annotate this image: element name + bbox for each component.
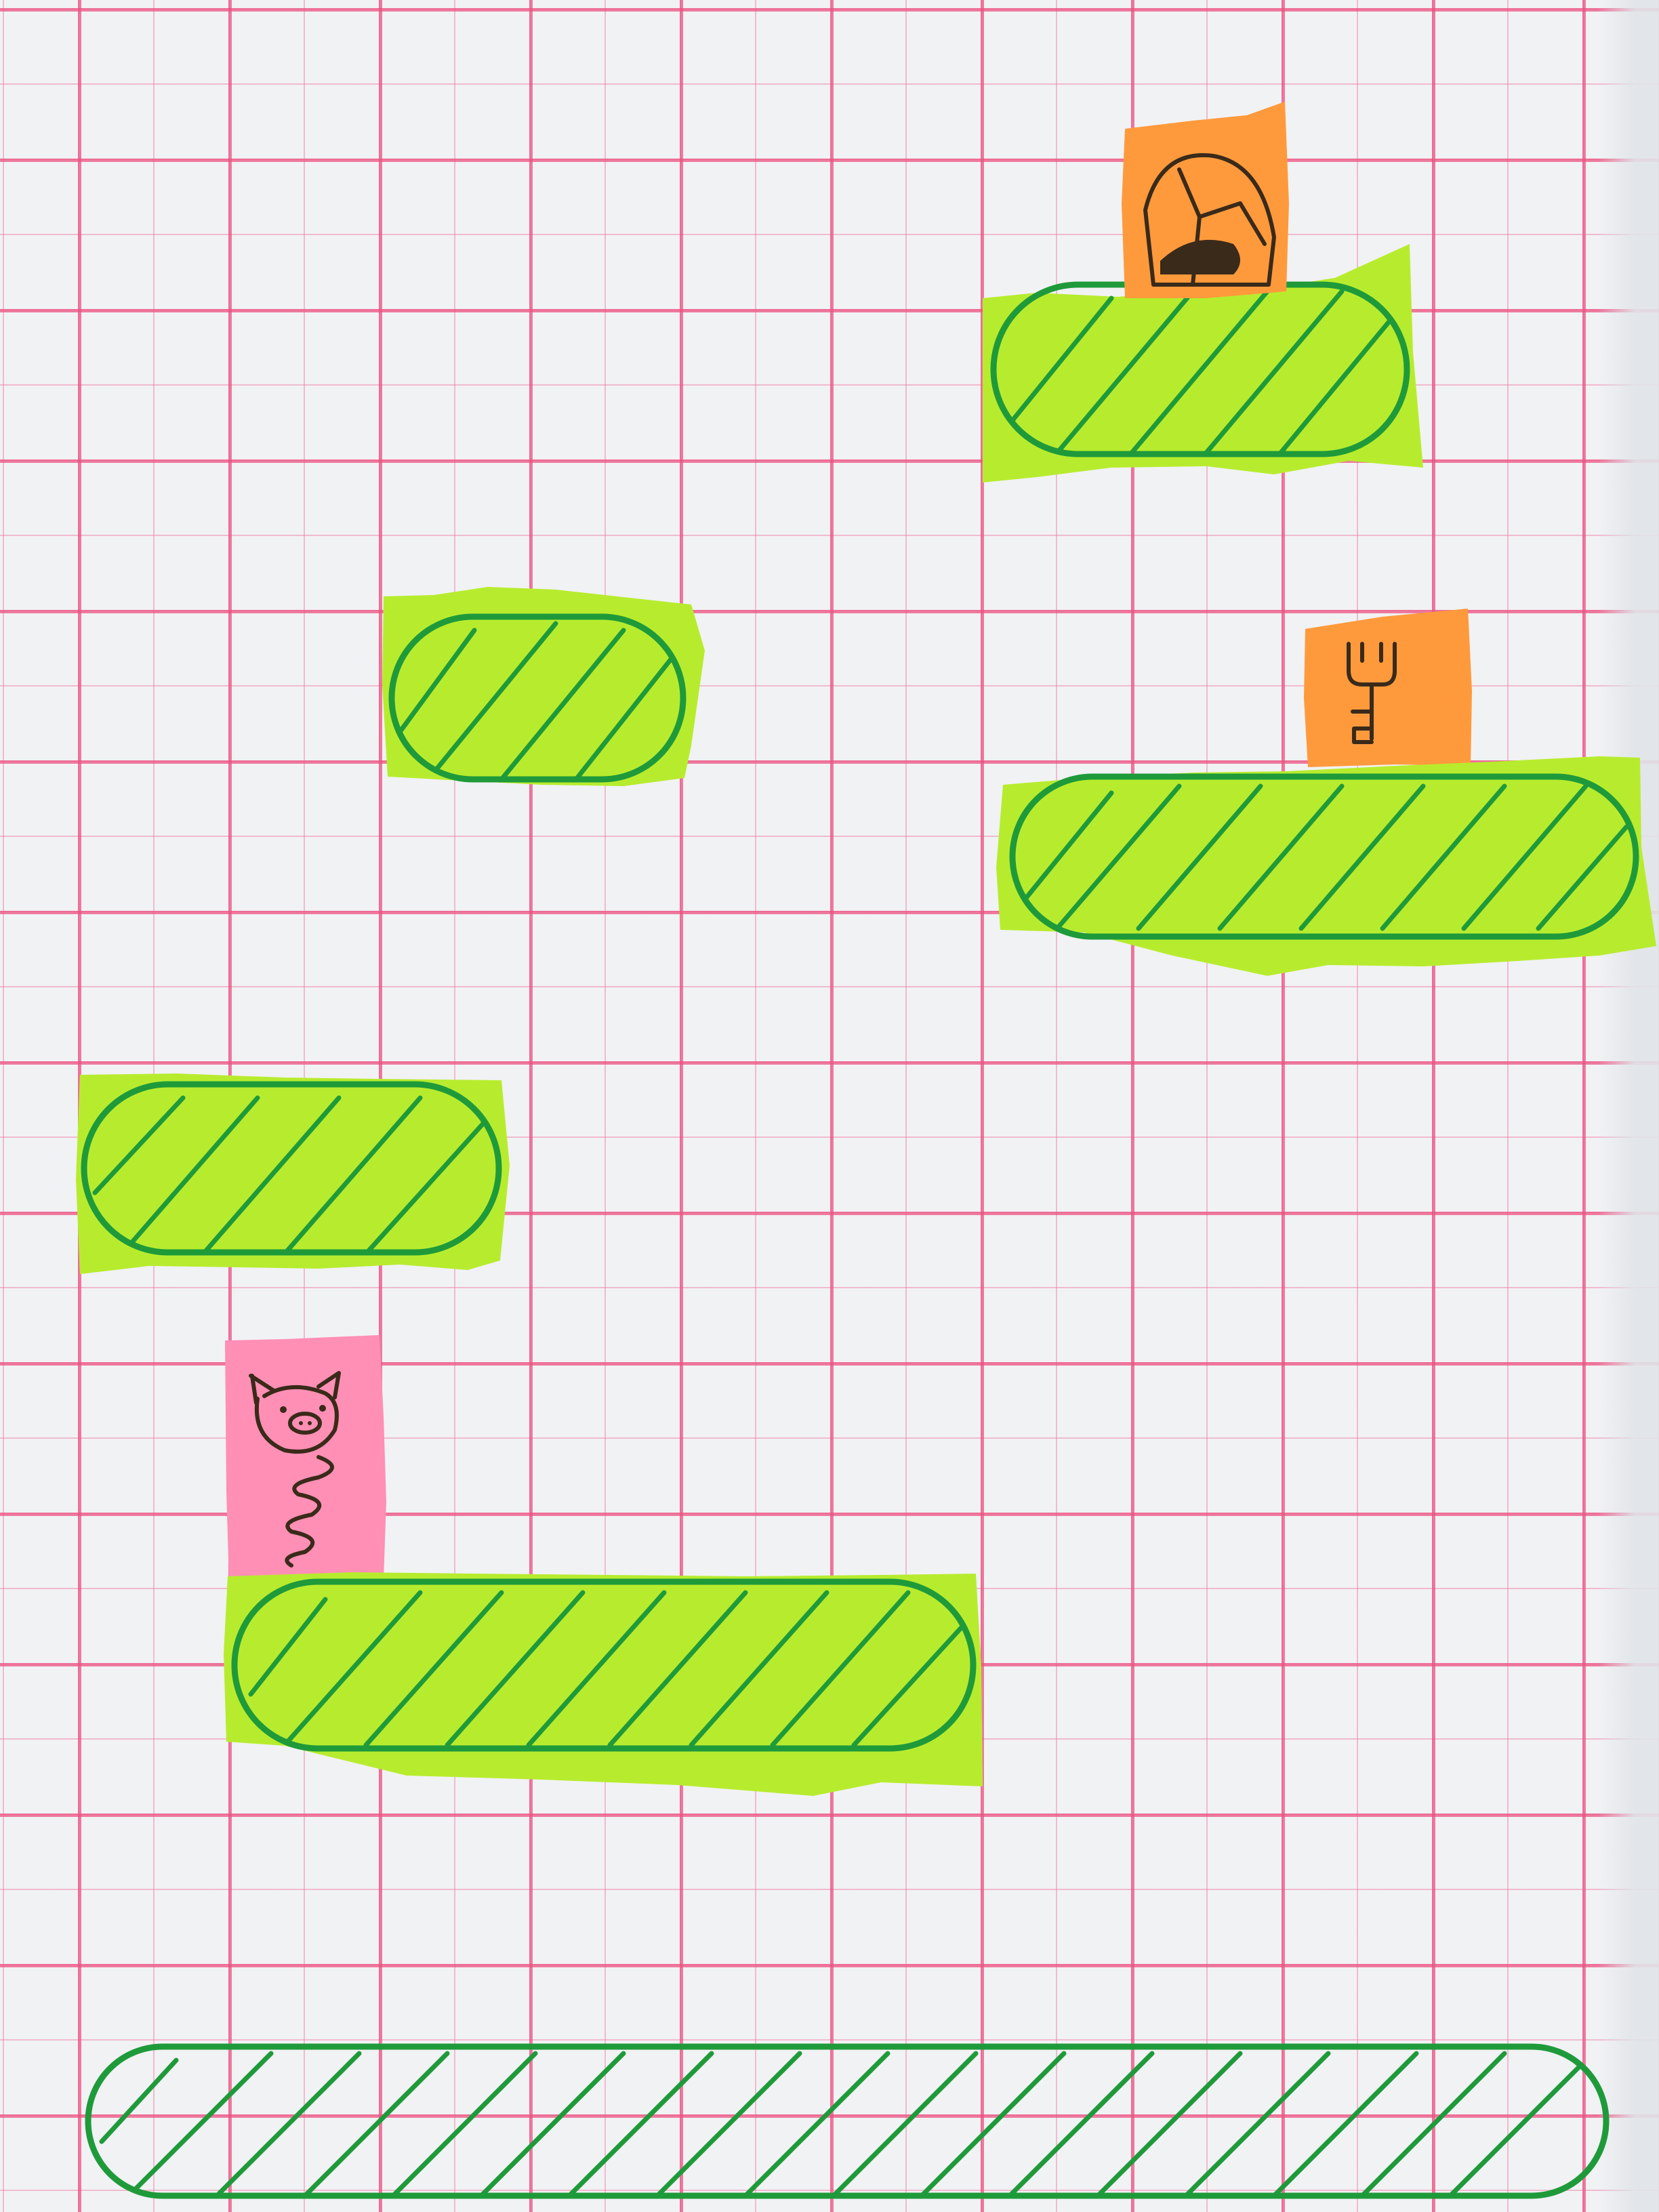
top-right-platform [983, 244, 1423, 483]
lower-platform [224, 1572, 983, 1796]
middle-left-platform [382, 587, 705, 786]
door-icon [1122, 102, 1289, 298]
ground-platform [85, 2043, 1610, 2199]
key-icon [1304, 609, 1472, 767]
left-platform [76, 1073, 510, 1274]
paper-edge [1598, 0, 1659, 2212]
middle-right-platform [996, 756, 1656, 976]
pig-on-spring-icon [225, 1335, 386, 1586]
